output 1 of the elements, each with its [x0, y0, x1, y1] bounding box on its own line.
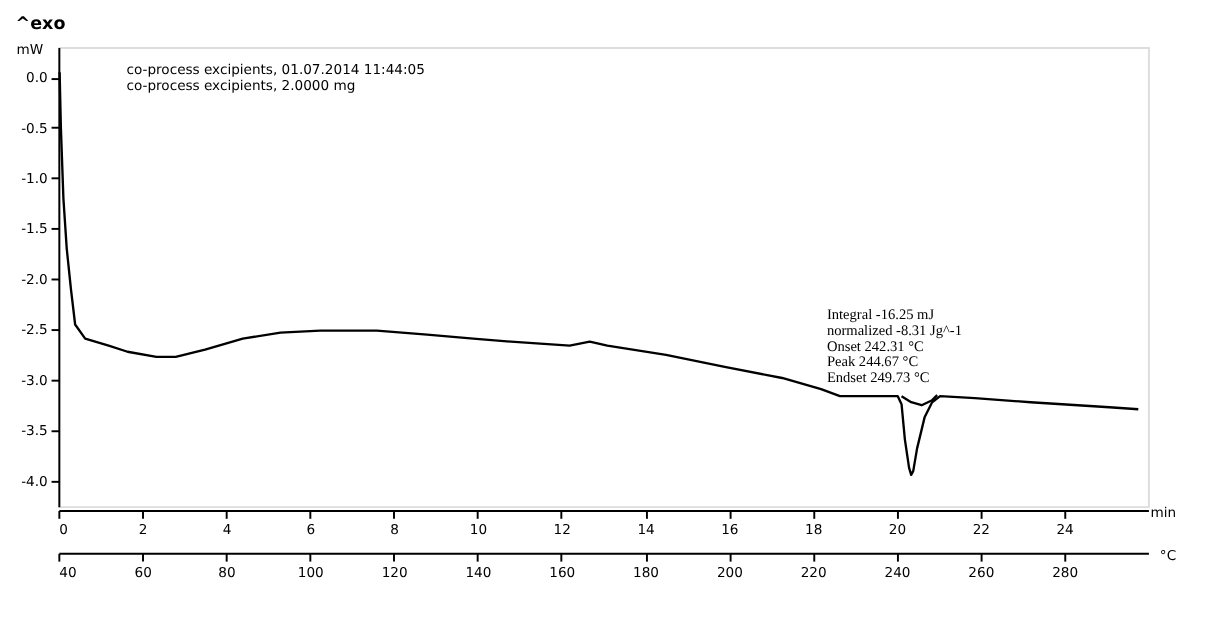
chart-title: ^exo	[15, 15, 66, 36]
